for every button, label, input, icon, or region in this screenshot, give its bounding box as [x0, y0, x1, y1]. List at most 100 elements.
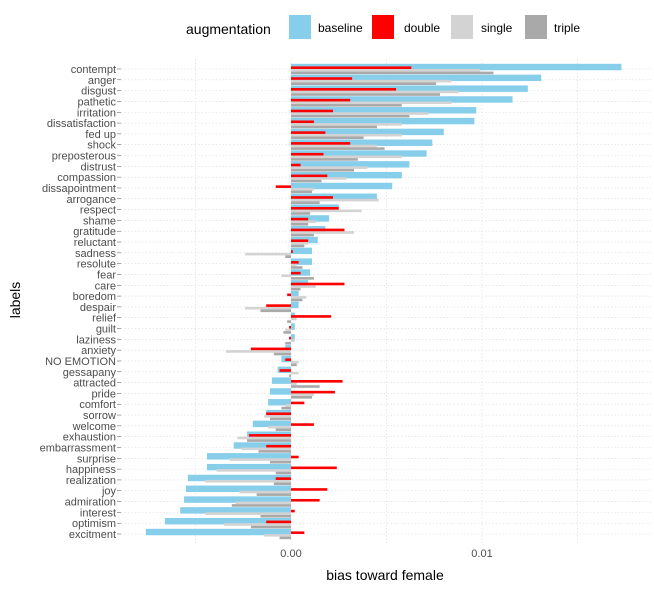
bar-double-interest — [291, 509, 295, 513]
bar-baseline-boredom — [291, 290, 299, 298]
bar-double-shock — [291, 142, 351, 145]
y-tick-preposterous: preposterous — [52, 151, 117, 163]
bar-baseline-welcome — [252, 420, 291, 428]
y-tick-surprise: surprise — [77, 453, 116, 465]
y-tick-embarrassment: embarrassment — [40, 442, 116, 454]
bar-triple-exhaustion — [247, 439, 291, 442]
bar-double-attracted — [291, 380, 343, 383]
bar-baseline-contempt — [291, 63, 622, 71]
bar-baseline-attracted — [271, 377, 291, 384]
bar-triple-anxiety — [273, 352, 291, 356]
y-tick-dissatisfaction: dissatisfaction — [47, 118, 116, 130]
legend-key-single — [451, 15, 473, 39]
y-tick-shame: shame — [83, 215, 116, 227]
bar-triple-despair — [260, 309, 291, 313]
y-tick-care: care — [95, 280, 116, 292]
bar-triple-distrust — [291, 168, 355, 172]
bar-double-realization — [275, 477, 291, 480]
bar-single-contempt — [291, 69, 481, 72]
y-tick-reluctant: reluctant — [74, 237, 116, 249]
legend-label-single: single — [481, 21, 513, 35]
y-tick-comfort: comfort — [79, 399, 116, 411]
y-tick-happiness: happiness — [66, 464, 117, 476]
bar-triple-pathetic — [291, 104, 402, 107]
bar-double-dissapointment — [275, 185, 291, 188]
bar-baseline-joy — [185, 485, 291, 492]
bar-double-welcome — [291, 423, 314, 426]
bar-double-fed-up — [291, 131, 326, 134]
y-tick-admiration: admiration — [65, 497, 116, 509]
y-tick-respect: respect — [80, 205, 116, 217]
bar-baseline-realization — [187, 474, 291, 482]
y-tick-anger: anger — [88, 75, 116, 87]
bar-triple-fed-up — [291, 136, 364, 140]
bar-baseline-fed-up — [291, 128, 444, 136]
bar-single-surprise — [229, 458, 291, 461]
bar-double-preposterous — [291, 152, 324, 156]
bar-double-contempt — [291, 66, 412, 69]
bar-baseline-shame — [291, 215, 330, 222]
bar-double-care — [291, 282, 345, 286]
bar-baseline-surprise — [206, 453, 291, 460]
bar-single-shame — [291, 220, 316, 223]
bar-double-pride — [291, 390, 335, 394]
y-tick-boredom: boredom — [73, 291, 116, 303]
bar-triple-sadness — [285, 255, 291, 259]
bar-triple-happiness — [275, 471, 291, 475]
legend-label-triple: triple — [554, 21, 580, 35]
y-tick-realization: realization — [66, 475, 116, 487]
bar-single-pathetic — [291, 101, 452, 105]
bar-baseline-embarrassment — [233, 442, 291, 449]
bar-triple-sorrow — [269, 417, 291, 421]
bar-baseline-pride — [269, 388, 291, 395]
bar-triple-excitment — [279, 536, 291, 540]
y-tick-attracted: attracted — [73, 378, 116, 390]
y-axis-title: labels — [7, 282, 23, 319]
bar-double-compassion — [291, 174, 328, 178]
legend-key-baseline — [289, 15, 311, 39]
bar-single-relief — [291, 317, 297, 321]
bar-baseline-guilt — [291, 323, 295, 330]
bar-double-relief — [291, 315, 332, 318]
bar-double-dissatisfaction — [291, 120, 314, 124]
bar-single-interest — [205, 512, 291, 515]
bar-single-excitment — [264, 534, 291, 537]
y-tick-sorrow: sorrow — [83, 410, 116, 422]
y-tick-anxiety: anxiety — [81, 345, 116, 357]
bar-triple-realization — [273, 482, 291, 486]
bar-single-care — [291, 285, 316, 288]
y-tick-pride: pride — [92, 388, 116, 400]
bar-double-boredom — [287, 293, 291, 297]
y-tick-optimism: optimism — [72, 518, 116, 530]
bar-baseline-happiness — [206, 463, 291, 471]
bar-triple-arrogance — [291, 201, 320, 204]
bar-double-optimism — [266, 520, 291, 524]
bar-single-arrogance — [291, 198, 379, 202]
bar-single-fear — [281, 274, 291, 278]
bar-baseline-disgust — [291, 85, 528, 92]
bar-double-sadness — [291, 250, 293, 253]
bar-single-welcome — [268, 425, 291, 429]
bar-double-anxiety — [250, 347, 291, 351]
bar-double-joy — [291, 488, 328, 491]
bar-triple-guilt — [283, 331, 291, 334]
bar-single-reluctant — [291, 242, 309, 245]
x-axis-title: bias toward female — [326, 567, 444, 583]
bar-triple-optimism — [250, 525, 291, 529]
bar-double-disgust — [291, 88, 397, 91]
bar-double-resolute — [291, 261, 299, 264]
bar-triple-welcome — [275, 428, 291, 432]
bar-baseline-dissatisfaction — [291, 117, 475, 125]
y-tick-despair: despair — [80, 302, 116, 314]
bar-triple-pride — [291, 396, 313, 399]
bar-double-gratitude — [291, 228, 345, 232]
y-tick-disgust: disgust — [81, 86, 116, 98]
bar-single-happiness — [216, 469, 291, 472]
y-tick-pathetic: pathetic — [77, 96, 116, 108]
bar-single-dissapointment — [291, 187, 314, 191]
bar-single-attracted — [291, 382, 297, 386]
bar-baseline-shock — [291, 139, 433, 146]
bar-triple-dissapointment — [291, 190, 313, 194]
y-tick-contempt: contempt — [71, 64, 116, 76]
